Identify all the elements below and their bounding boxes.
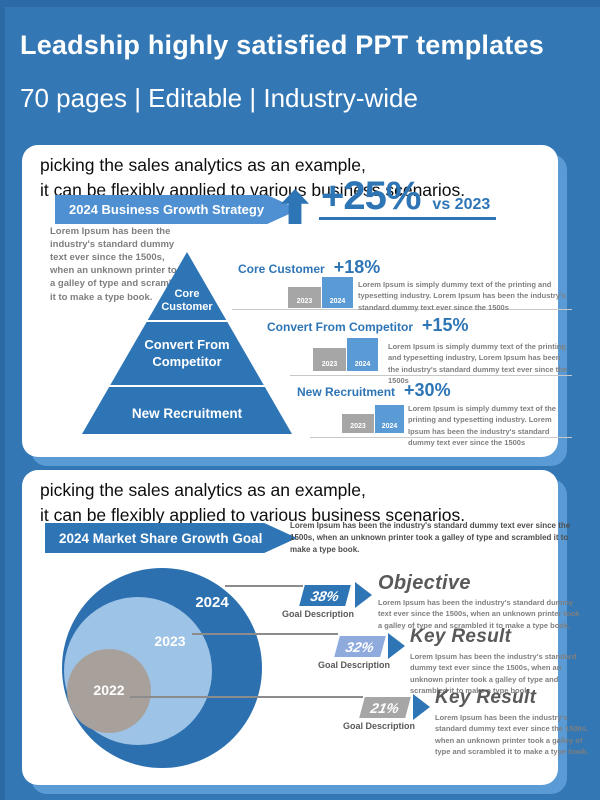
intro-line-1: picking the sales analytics as an exampl…	[40, 155, 366, 175]
connector-line-2024	[225, 585, 303, 587]
bar-2024: 2024	[322, 277, 353, 308]
slide1-sidenote: Lorem Ipsum has been the industry's stan…	[50, 226, 189, 303]
circle-2022	[67, 649, 151, 733]
bar-label: 2023	[350, 423, 366, 430]
bar-label: 2024	[354, 361, 371, 368]
slide1-banner-label: 2024 Business Growth Strategy	[69, 202, 265, 217]
growth-stat: +25% vs 2023	[319, 174, 497, 220]
bar-2023: 2023	[313, 348, 346, 371]
bar-2023: 2023	[342, 414, 374, 433]
bar-label: 2023	[321, 361, 338, 368]
percent-badge-38: 38%	[299, 585, 351, 606]
callout-body: Lorem Ipsum has been the industry's stan…	[435, 713, 589, 756]
percent-badge-32: 32%	[334, 636, 386, 657]
callout-body: Lorem Ipsum has been the industry's stan…	[410, 652, 577, 695]
bar-label: 2024	[329, 298, 346, 305]
section-body-text: Lorem Ipsum is simply dummy text of the …	[408, 404, 556, 447]
circle-year-label: 2022	[93, 682, 125, 698]
slide2-banner: 2024 Market Share Growth Goal	[45, 523, 297, 553]
percent-value: 32%	[344, 638, 376, 655]
section-title: Convert From Competitor	[267, 320, 414, 334]
page-subtitle: 70 pages | Editable | Industry-wide	[20, 83, 418, 113]
bar-2024: 2024	[347, 338, 378, 371]
bar-2024: 2024	[375, 405, 404, 433]
percent-value: 38%	[309, 587, 341, 604]
section-value: +30%	[404, 380, 451, 400]
connector-line-2023	[192, 633, 338, 635]
section-title: Core Customer	[238, 262, 325, 276]
slide1-intro-text: picking the sales analytics as an exampl…	[40, 153, 465, 203]
callout-title: Objective	[378, 572, 471, 594]
slide2-banner-label: 2024 Market Share Growth Goal	[59, 530, 263, 546]
growth-compare: vs 2023	[432, 196, 491, 213]
pyramid-tier-label: Core Customer	[161, 287, 213, 314]
callout-title: Key Result	[435, 687, 537, 708]
section-value: +18%	[333, 257, 381, 277]
slide2-note: Lorem Ipsum has been the industry's stan…	[290, 521, 571, 554]
section-body-text: Lorem Ipsum is simply dummy text of the …	[358, 280, 566, 312]
section-body-text: Lorem Ipsum is simply dummy text of the …	[388, 342, 567, 385]
intro-line-2: it can be flexibly applied to various bu…	[40, 504, 466, 525]
percent-badge-21: 21%	[359, 697, 411, 718]
circle-year-label: 2023	[154, 633, 186, 649]
goal-description-caption: Goal Description	[281, 609, 354, 619]
pyramid-tier-label: Convert From Competitor	[144, 336, 230, 369]
section-convert-competitor-title: Convert From Competitor +15%	[267, 315, 469, 336]
percent-value: 21%	[369, 699, 401, 716]
slide1-banner: 2024 Business Growth Strategy	[55, 195, 299, 224]
bar-label: 2024	[381, 423, 398, 430]
goal-description-caption: Goal Description	[342, 721, 415, 731]
arrow-right-icon	[413, 694, 430, 720]
connector-line-2022	[130, 696, 363, 698]
intro-line-1: picking the sales analytics as an exampl…	[40, 480, 366, 500]
page-title: Leadship highly satisfied PPT templates	[20, 30, 544, 60]
left-frame-strip	[0, 0, 5, 800]
goal-description-caption: Goal Description	[317, 660, 390, 670]
growth-value: +25%	[321, 174, 421, 218]
section-title: New Recruitment	[297, 385, 396, 399]
arrow-right-icon	[388, 633, 405, 659]
circle-year-label: 2024	[195, 594, 229, 611]
top-frame-strip	[0, 0, 600, 7]
callout-body: Lorem Ipsum has been the industry's stan…	[378, 598, 580, 630]
pyramid-tier-new-recruitment: New Recruitment	[82, 387, 292, 434]
intro-line-2: it can be flexibly applied to various bu…	[40, 179, 466, 200]
callout-title: Key Result	[410, 626, 512, 647]
section-divider	[232, 309, 572, 310]
section-value: +15%	[422, 315, 469, 335]
section-new-recruitment-title: New Recruitment +30%	[297, 380, 451, 401]
slide-preview-growth-strategy: picking the sales analytics as an exampl…	[22, 145, 572, 457]
section-divider	[290, 375, 572, 376]
slide-preview-market-share: picking the sales analytics as an exampl…	[22, 470, 588, 785]
pyramid-tier-convert-competitor: Convert From Competitor	[82, 322, 292, 385]
arrow-right-icon	[355, 582, 372, 608]
section-core-customer-title: Core Customer +18%	[238, 257, 380, 278]
bar-label: 2023	[296, 298, 313, 305]
pyramid-tier-label: New Recruitment	[131, 405, 243, 421]
slide2-intro-text: picking the sales analytics as an exampl…	[40, 478, 465, 528]
section-divider	[310, 437, 572, 438]
bar-2023: 2023	[288, 287, 321, 308]
